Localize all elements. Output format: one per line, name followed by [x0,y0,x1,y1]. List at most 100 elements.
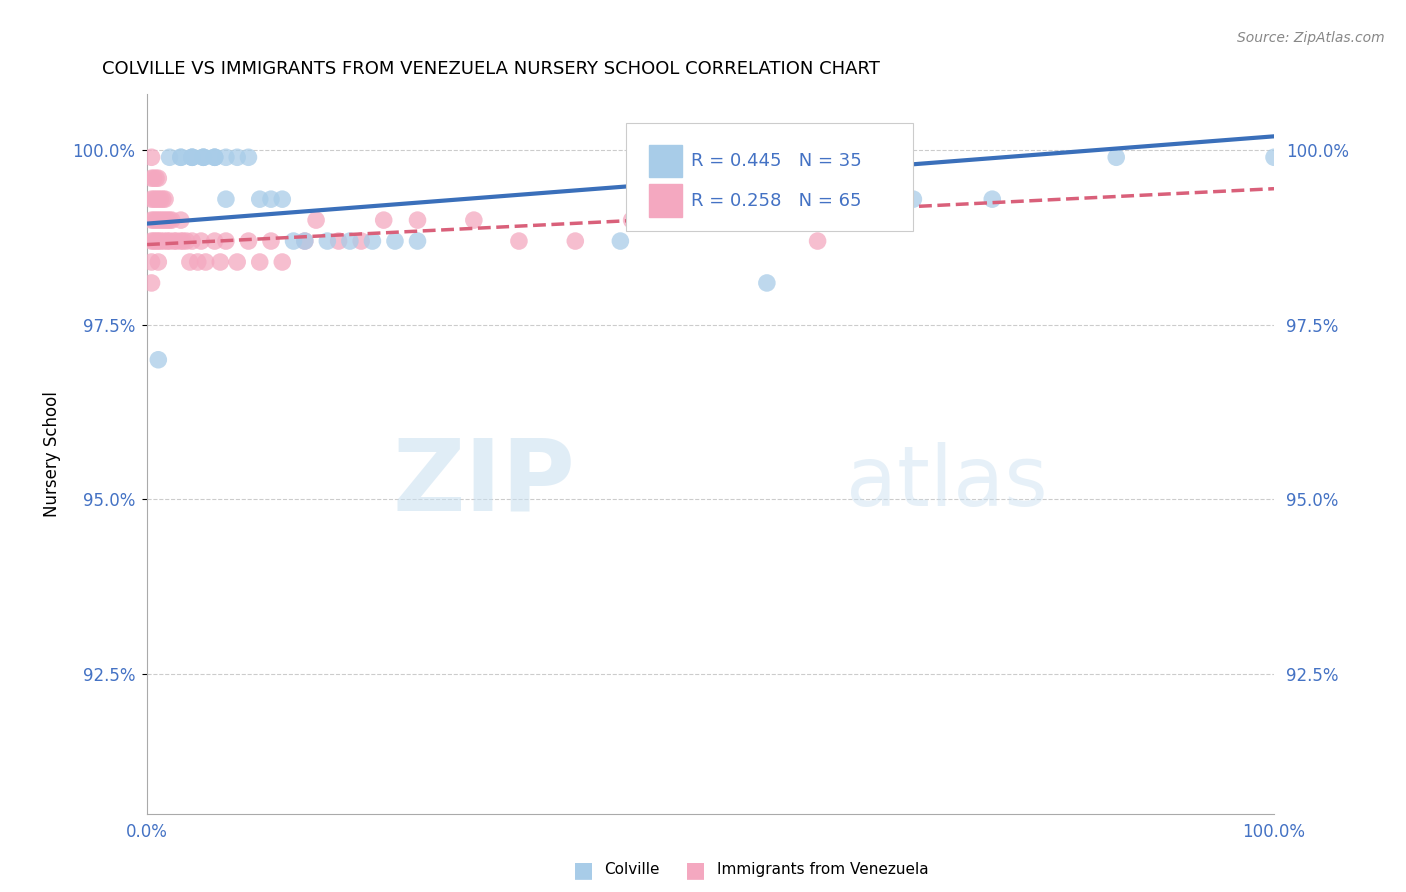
Point [339,234,361,248]
Point [170,150,193,164]
Point [209,255,232,269]
Point [152,213,174,227]
Point [141,192,163,206]
Point [226,255,249,269]
Point [142,234,165,248]
Point [755,276,778,290]
Point [328,234,350,248]
Point [204,150,226,164]
Point [149,192,172,206]
Point [350,234,373,248]
Point [142,171,165,186]
Point [226,150,249,164]
Bar [648,185,682,217]
Point [145,192,167,206]
Text: Source: ZipAtlas.com: Source: ZipAtlas.com [1237,31,1385,45]
Point [148,192,170,206]
Point [170,234,193,248]
Point [194,255,217,269]
Point [148,234,170,248]
Point [373,213,395,227]
Point [238,150,260,164]
Point [179,255,201,269]
Text: R = 0.258   N = 65: R = 0.258 N = 65 [692,192,862,210]
Point [193,150,215,164]
Point [260,192,283,206]
Point [406,234,429,248]
Point [193,150,215,164]
Point [903,192,925,206]
Text: atlas: atlas [846,442,1047,524]
Text: R = 0.445   N = 35: R = 0.445 N = 35 [692,153,862,170]
Point [283,234,305,248]
Point [193,150,215,164]
Point [215,150,238,164]
Point [406,213,429,227]
Point [159,234,181,248]
Point [682,213,704,227]
Point [204,150,226,164]
Point [141,234,163,248]
Point [142,213,165,227]
Point [316,234,339,248]
Point [181,150,204,164]
Point [141,171,163,186]
Point [187,255,209,269]
Point [181,150,204,164]
Point [508,234,530,248]
Point [160,213,183,227]
Point [564,234,586,248]
Point [172,234,194,248]
Text: ■: ■ [686,860,706,880]
Point [294,234,316,248]
Point [153,192,176,206]
Point [149,234,172,248]
Point [176,234,198,248]
Point [156,234,179,248]
Point [249,255,271,269]
Point [156,213,179,227]
Point [181,234,204,248]
Y-axis label: Nursery School: Nursery School [44,391,60,517]
Point [744,192,766,206]
Bar [648,145,682,178]
Point [159,213,181,227]
Text: Colville: Colville [605,863,659,877]
Point [181,150,204,164]
Point [463,213,485,227]
Point [153,234,176,248]
Point [305,213,328,227]
Point [215,234,238,248]
Point [148,255,170,269]
Point [190,234,212,248]
Point [152,192,174,206]
Point [384,234,406,248]
Point [238,234,260,248]
Text: ■: ■ [574,860,593,880]
Point [141,255,163,269]
Point [141,150,163,164]
Point [148,171,170,186]
Point [170,213,193,227]
Point [165,234,187,248]
Point [620,213,643,227]
Point [1263,150,1285,164]
FancyBboxPatch shape [626,123,914,231]
Point [215,192,238,206]
Point [153,213,176,227]
Point [249,192,271,206]
Point [142,192,165,206]
Point [204,150,226,164]
Point [145,213,167,227]
Point [294,234,316,248]
Point [271,192,294,206]
Text: ZIP: ZIP [392,434,575,532]
Point [148,213,170,227]
Point [789,192,811,206]
Point [141,213,163,227]
Point [361,234,384,248]
Point [170,150,193,164]
Point [609,234,631,248]
Point [145,234,167,248]
Point [1105,150,1128,164]
